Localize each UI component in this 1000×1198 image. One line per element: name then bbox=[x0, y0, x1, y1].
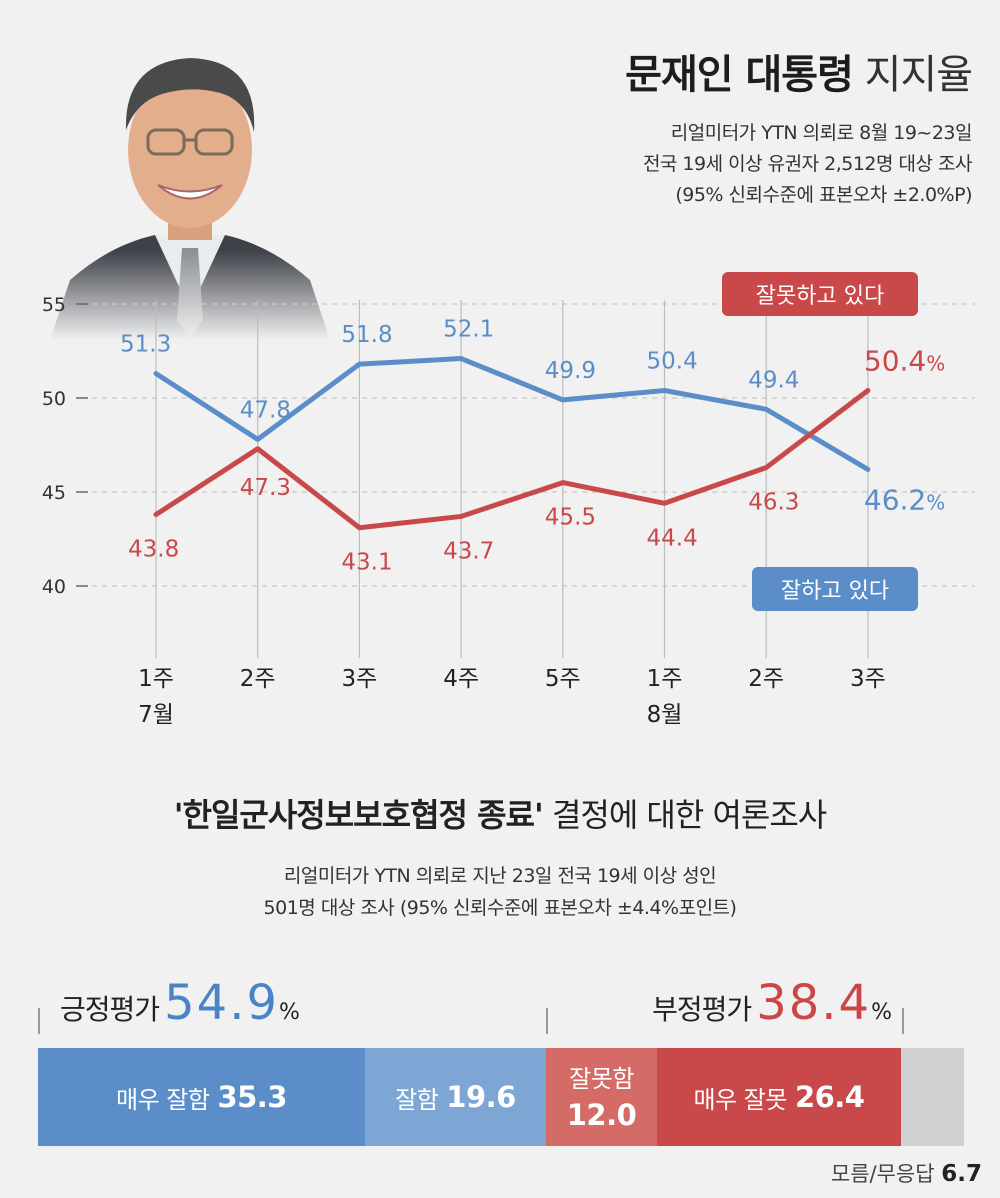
bracket-tick-right bbox=[902, 1008, 904, 1034]
negative-label: 부정평가 bbox=[652, 993, 752, 1026]
survey-subtitle: 리얼미터가 YTN 의뢰로 지난 23일 전국 19세 이상 성인 501명 대… bbox=[0, 860, 1000, 924]
x-month-label: 8월 bbox=[647, 702, 683, 728]
disapprove-data-label: 47.3 bbox=[240, 475, 291, 501]
legend-box-approve bbox=[752, 567, 918, 611]
positive-summary: 긍정평가 54.9% bbox=[60, 975, 300, 1031]
x-tick-label: 4주 bbox=[443, 666, 479, 692]
y-tick-label: 50 bbox=[42, 388, 66, 410]
negative-unit: % bbox=[871, 1000, 892, 1025]
survey-title: '한일군사정보보호협정 종료' 결정에 대한 여론조사 bbox=[0, 790, 1000, 836]
unknown-label: 모름/무응답 bbox=[830, 1162, 935, 1186]
y-tick-label: 45 bbox=[42, 482, 66, 504]
bracket-tick-middle bbox=[546, 1008, 548, 1034]
x-month-label: 7월 bbox=[138, 702, 174, 728]
positive-label: 긍정평가 bbox=[60, 993, 160, 1026]
survey-subtitle-line: 리얼미터가 YTN 의뢰로 지난 23일 전국 19세 이상 성인 bbox=[283, 865, 717, 887]
segment-value: 12.0 bbox=[566, 1098, 637, 1132]
segment-label: 매우 잘못 bbox=[693, 1085, 787, 1114]
approve-data-label: 49.9 bbox=[545, 358, 596, 384]
line-chart: 55 50 45 40 1주 2주 3주 4주 5주 1주 2주 3주 7월 8월 51.3 47.8 51.8… bbox=[42, 272, 975, 728]
legend-box-disapprove bbox=[722, 272, 918, 316]
segment-value: 19.6 bbox=[446, 1080, 516, 1114]
survey-subtitle-line: 501명 대상 조사 (95% 신뢰수준에 표본오차 ±4.4%포인트) bbox=[263, 897, 737, 919]
approve-data-label: 51.8 bbox=[341, 322, 392, 348]
legend-label-approve: 잘하고 있다 bbox=[781, 579, 889, 604]
positive-value: 54.9 bbox=[164, 975, 280, 1031]
survey-bar-segment: 잘함 19.6 bbox=[365, 1048, 546, 1146]
x-tick-label: 3주 bbox=[342, 666, 378, 692]
chart-title: 문재인 대통령 지지율 bbox=[625, 42, 973, 100]
x-tick-label: 2주 bbox=[748, 666, 784, 692]
subtitle-line: (95% 신뢰수준에 표본오차 ±2.0%P) bbox=[675, 184, 972, 206]
segment-label: 잘함 bbox=[395, 1085, 439, 1114]
disapprove-data-label: 43.8 bbox=[128, 537, 179, 563]
disapprove-data-label: 43.7 bbox=[443, 538, 494, 564]
approve-data-label: 49.4 bbox=[748, 367, 799, 393]
approve-data-label: 46.2% bbox=[864, 483, 945, 516]
y-tick-label: 55 bbox=[42, 294, 66, 316]
unknown-value: 6.7 bbox=[941, 1161, 982, 1187]
disapprove-data-label: 45.5 bbox=[545, 505, 596, 531]
survey-bar-segment: 매우 잘함 35.3 bbox=[38, 1048, 365, 1146]
subtitle-line: 전국 19세 이상 유권자 2,512명 대상 조사 bbox=[642, 153, 973, 175]
approve-data-label: 47.8 bbox=[240, 397, 291, 423]
subtitle-line: 리얼미터가 YTN 의뢰로 8월 19~23일 bbox=[670, 122, 973, 144]
negative-summary: 부정평가 38.4% bbox=[652, 975, 892, 1031]
disapprove-data-label: 43.1 bbox=[341, 550, 392, 576]
title-bold: 문재인 대통령 bbox=[625, 52, 854, 98]
disapprove-data-label: 44.4 bbox=[647, 525, 698, 551]
portrait-photo bbox=[40, 20, 340, 340]
series-line-approve bbox=[153, 356, 871, 472]
series-line-disapprove bbox=[153, 387, 871, 531]
y-tick-label: 40 bbox=[42, 576, 66, 598]
bracket-tick-left bbox=[38, 1008, 40, 1034]
segment-value: 26.4 bbox=[794, 1080, 865, 1114]
disapprove-data-label: 46.3 bbox=[748, 490, 799, 516]
survey-bar-segment: 매우 잘못 26.4 bbox=[657, 1048, 901, 1146]
segment-label: 매우 잘함 bbox=[115, 1085, 210, 1114]
x-tick-label: 2주 bbox=[240, 666, 276, 692]
negative-value: 38.4 bbox=[756, 975, 872, 1031]
survey-title-light: 결정에 대한 여론조사 bbox=[551, 796, 827, 834]
unknown-note: 모름/무응답 6.7 bbox=[831, 1158, 982, 1188]
approve-data-label: 50.4 bbox=[647, 348, 698, 374]
approve-data-label: 51.3 bbox=[120, 332, 171, 358]
disapprove-data-label: 50.4% bbox=[864, 344, 945, 377]
approve-data-label: 52.1 bbox=[443, 317, 494, 343]
segment-value: 35.3 bbox=[217, 1080, 287, 1114]
legend-label-disapprove: 잘못하고 있다 bbox=[756, 284, 884, 309]
x-tick-label: 1주 bbox=[138, 666, 174, 692]
segment-label: 잘못함 bbox=[569, 1065, 634, 1093]
chart-subtitle: 리얼미터가 YTN 의뢰로 8월 19~23일 전국 19세 이상 유권자 2,… bbox=[642, 118, 973, 211]
survey-bar-segment bbox=[901, 1048, 964, 1146]
x-tick-label: 3주 bbox=[850, 666, 886, 692]
x-tick-label: 5주 bbox=[545, 666, 581, 692]
positive-unit: % bbox=[279, 1000, 300, 1025]
survey-title-bold: '한일군사정보보호협정 종료' bbox=[173, 796, 544, 834]
title-light: 지지율 bbox=[864, 52, 973, 98]
survey-bar-segment: 잘못함 12.0 bbox=[546, 1048, 657, 1146]
x-tick-label: 1주 bbox=[647, 666, 683, 692]
